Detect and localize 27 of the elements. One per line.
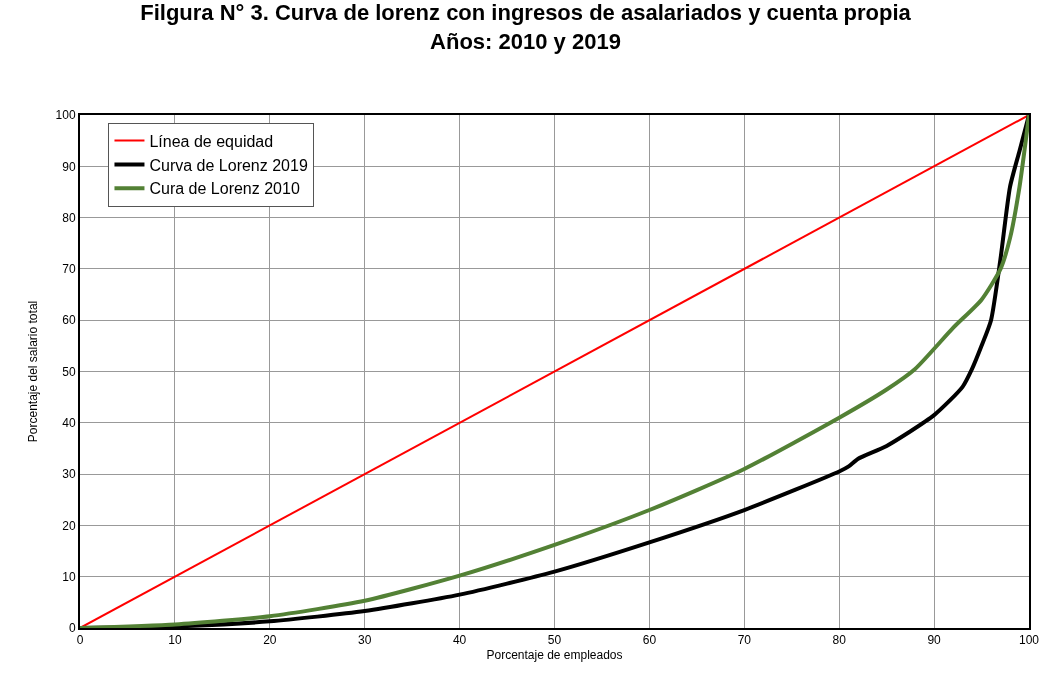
x-tick-label: 50 (547, 633, 562, 648)
y-tick-label: 10 (62, 569, 76, 584)
x-tick-label: 40 (452, 633, 467, 648)
y-tick-label: 70 (62, 262, 76, 277)
legend-label: Línea de equidad (149, 132, 274, 150)
y-tick-label: 0 (68, 621, 76, 636)
y-tick-label: 80 (62, 210, 76, 225)
x-tick-label: 80 (832, 633, 847, 648)
x-tick-label: 30 (358, 633, 372, 648)
x-tick-label: 90 (927, 633, 942, 648)
y-tick-label: 20 (62, 518, 76, 533)
x-tick-label: 20 (263, 633, 277, 648)
y-tick-label: 100 (55, 108, 76, 123)
y-axis-title: Porcentaje del salario total (26, 300, 41, 443)
y-tick-label: 50 (62, 364, 76, 379)
legend-label: Curva de Lorenz 2019 (149, 156, 308, 174)
chart-title: Filgura N° 3. Curva de lorenz con ingresos de asalariados y cuenta propia Años: 2010 y 2019 (140, 0, 912, 55)
x-tick-label: 10 (168, 633, 182, 648)
x-axis-title: Porcentaje de empleados (486, 647, 623, 662)
x-tick-label: 60 (642, 633, 657, 648)
x-tick-label: 70 (737, 633, 752, 648)
legend-label: Cura de Lorenz 2010 (149, 180, 300, 198)
y-tick-label: 60 (62, 313, 76, 328)
y-tick-label: 30 (62, 467, 76, 482)
y-tick-label: 40 (62, 416, 76, 430)
y-tick-label: 90 (62, 159, 76, 174)
x-tick-label: 100 (1018, 633, 1040, 648)
